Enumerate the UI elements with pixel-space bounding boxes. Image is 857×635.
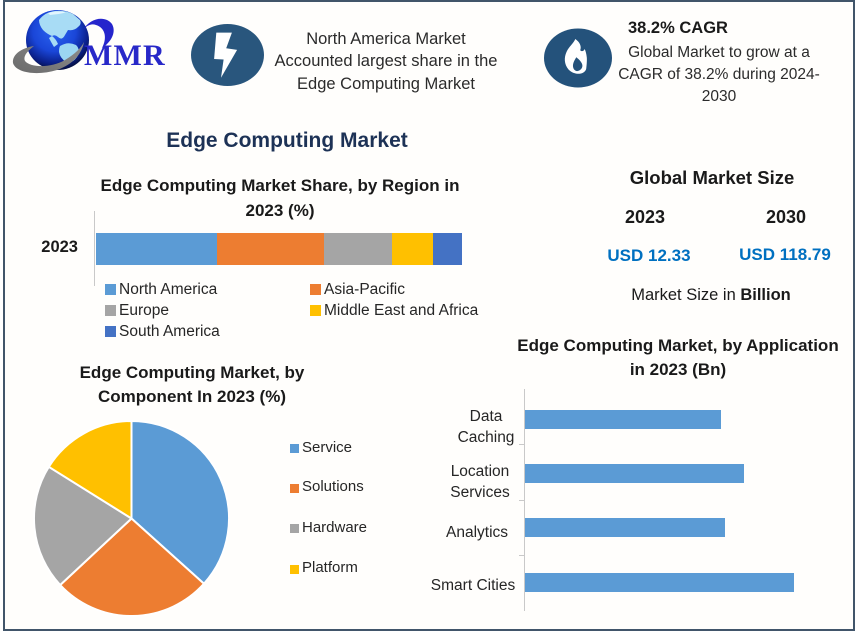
svg-text:MMR: MMR — [84, 39, 166, 72]
